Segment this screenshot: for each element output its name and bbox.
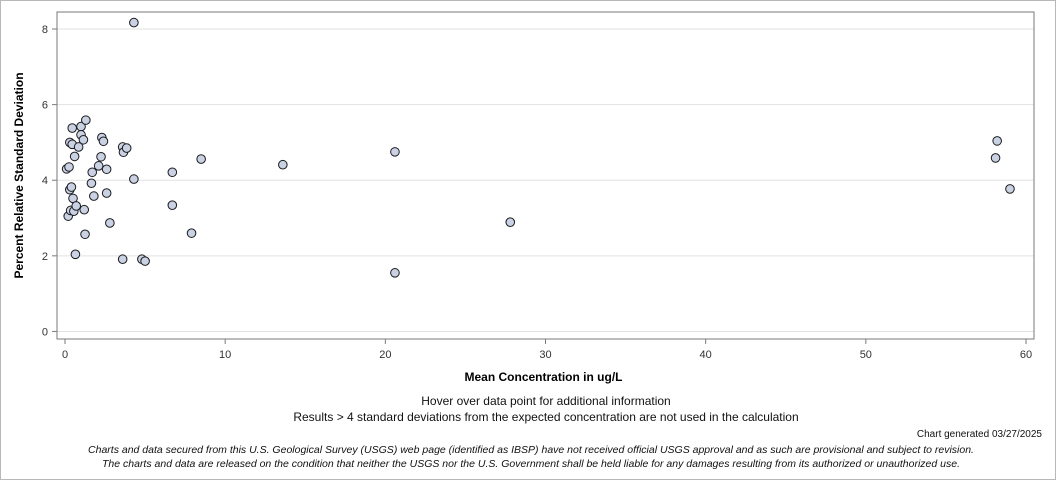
- data-point[interactable]: [73, 142, 84, 152]
- x-tick-label-60: 60: [1020, 349, 1032, 361]
- data-point[interactable]: [129, 17, 139, 28]
- y-tick-label-4: 4: [42, 175, 48, 187]
- data-point[interactable]: [101, 188, 112, 198]
- plot-area-border: [56, 11, 1035, 340]
- data-point[interactable]: [81, 115, 91, 125]
- generated-date: Chart generated 03/27/2025: [916, 429, 1042, 440]
- y-tick-label-0: 0: [42, 326, 48, 338]
- exclusion-note: Results > 4 standard deviations from the…: [293, 410, 799, 424]
- data-point[interactable]: [69, 151, 80, 162]
- disclaimer-line-1: Charts and data secured from this U.S. G…: [88, 444, 974, 456]
- data-point[interactable]: [186, 228, 197, 238]
- x-tick-label-30: 30: [539, 349, 551, 361]
- data-point[interactable]: [196, 154, 206, 164]
- x-tick-label-20: 20: [379, 349, 391, 361]
- data-point[interactable]: [167, 167, 178, 178]
- x-axis-title: Mean Concentration in ug/L: [465, 370, 623, 384]
- data-point[interactable]: [121, 143, 132, 153]
- data-point[interactable]: [129, 174, 139, 184]
- data-point[interactable]: [992, 136, 1002, 146]
- data-point[interactable]: [105, 218, 115, 228]
- x-tick-label-50: 50: [860, 349, 872, 361]
- data-point[interactable]: [67, 123, 78, 133]
- data-point[interactable]: [86, 178, 97, 189]
- data-point[interactable]: [80, 229, 90, 240]
- y-tick-label-2: 2: [42, 251, 48, 263]
- x-tick-label-0: 0: [62, 349, 68, 361]
- data-point[interactable]: [96, 151, 106, 162]
- data-point[interactable]: [390, 147, 400, 157]
- data-point[interactable]: [98, 136, 109, 147]
- data-points: [61, 17, 1015, 278]
- hover-note: Hover over data point for additional inf…: [421, 394, 671, 408]
- data-point[interactable]: [79, 204, 90, 215]
- data-point[interactable]: [70, 249, 81, 260]
- data-point[interactable]: [505, 217, 516, 227]
- data-point[interactable]: [66, 182, 77, 192]
- data-point[interactable]: [167, 200, 178, 210]
- data-point[interactable]: [140, 256, 150, 266]
- data-point[interactable]: [87, 167, 98, 178]
- axis-ticks: 0 2 4 6 8 0 10 20 30 40 50 60: [42, 24, 1032, 361]
- x-tick-label-10: 10: [219, 349, 231, 361]
- data-point[interactable]: [101, 164, 112, 175]
- y-tick-label-8: 8: [42, 24, 48, 36]
- data-point[interactable]: [1005, 184, 1015, 194]
- data-point[interactable]: [64, 162, 74, 172]
- data-point[interactable]: [71, 201, 82, 211]
- data-point[interactable]: [117, 254, 128, 265]
- data-point[interactable]: [390, 268, 400, 278]
- data-point[interactable]: [89, 191, 99, 201]
- y-tick-label-6: 6: [42, 100, 48, 112]
- y-axis-title: Percent Relative Standard Deviation: [12, 72, 26, 278]
- data-point[interactable]: [93, 161, 104, 171]
- disclaimer-line-2: The charts and data are released on the …: [102, 458, 960, 470]
- data-point[interactable]: [278, 159, 288, 170]
- x-tick-label-40: 40: [700, 349, 712, 361]
- data-point[interactable]: [990, 153, 1001, 163]
- data-point[interactable]: [78, 134, 89, 145]
- gridlines: [57, 28, 1034, 332]
